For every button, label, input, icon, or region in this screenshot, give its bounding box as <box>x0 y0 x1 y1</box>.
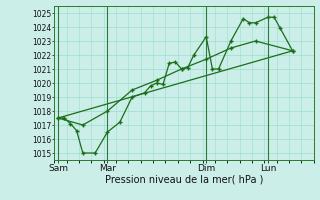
X-axis label: Pression niveau de la mer( hPa ): Pression niveau de la mer( hPa ) <box>105 175 263 185</box>
